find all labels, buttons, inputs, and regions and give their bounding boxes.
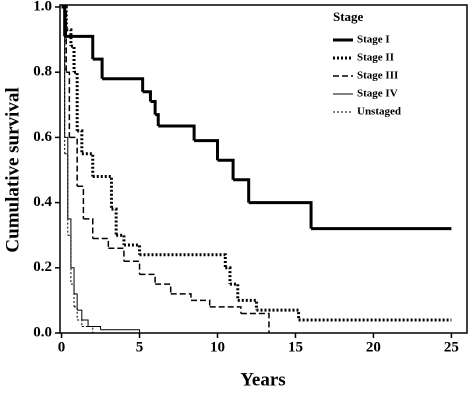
survival-step [225, 266, 232, 285]
survival-step [83, 218, 94, 239]
x-tick-label: 25 [444, 339, 459, 355]
survival-step [209, 306, 242, 314]
legend-label: Unstaged [357, 106, 401, 118]
survival-step [248, 201, 313, 229]
survival-step [108, 247, 125, 262]
survival-step [102, 77, 145, 92]
y-tick-label: 0.0 [33, 324, 52, 340]
survival-step [150, 100, 157, 115]
survival-step [158, 124, 196, 141]
survival-step [66, 28, 73, 47]
survival-step [77, 185, 85, 219]
survival-step [139, 253, 227, 268]
survival-step [233, 178, 251, 203]
x-tick-label: 10 [210, 339, 225, 355]
survival-step [116, 233, 126, 245]
legend-label: Stage I [357, 34, 390, 46]
y-tick-label: 0.6 [33, 129, 52, 145]
survival-step [237, 298, 258, 311]
survival-step [229, 282, 240, 301]
x-tick-label: 0 [58, 339, 66, 355]
survival-step [190, 299, 211, 307]
survival-step [81, 319, 89, 327]
x-axis-label: Years [240, 369, 285, 390]
x-tick-label: 15 [288, 339, 303, 355]
survival-step [66, 71, 71, 138]
y-tick-label: 0.2 [33, 259, 52, 275]
x-tick-label: 5 [136, 339, 144, 355]
survival-step [217, 158, 235, 180]
legend-title: Stage [333, 9, 364, 24]
survival-step [155, 283, 172, 294]
survival-step [111, 207, 118, 236]
survival-step [77, 309, 83, 320]
survival-step [70, 283, 75, 307]
survival-step [100, 329, 141, 333]
survival-step [142, 90, 152, 102]
survival-step [155, 113, 160, 126]
survival-step [74, 306, 78, 320]
survival-step [70, 44, 76, 73]
y-axis-label: Cumulative survival [2, 87, 23, 252]
plot-frame [59, 4, 468, 334]
survival-step [74, 293, 78, 311]
survival-step [81, 152, 95, 177]
survival-step [170, 293, 192, 301]
survival-step [256, 308, 301, 320]
survival-step [88, 325, 102, 330]
survival-step [92, 237, 110, 249]
survival-step [92, 175, 113, 210]
survival-step [123, 260, 141, 275]
legend-label: Stage III [357, 70, 398, 82]
survival-step [139, 273, 156, 285]
legend-label: Stage II [357, 52, 394, 64]
survival-step [77, 129, 84, 154]
y-tick-label: 0.4 [33, 194, 52, 210]
survival-step [74, 70, 79, 131]
survival-step [81, 325, 94, 333]
legend-label: Stage IV [357, 88, 398, 100]
survival-step [64, 153, 69, 236]
survival-step [240, 312, 270, 333]
survival-step [64, 34, 95, 60]
survival-step [77, 319, 83, 327]
survival-step [61, 6, 66, 154]
survival-step [92, 57, 104, 79]
survival-step [69, 136, 78, 187]
survival-step [67, 234, 72, 285]
survival-step [123, 243, 142, 255]
survival-step [194, 139, 219, 161]
x-tick-label: 20 [366, 339, 381, 355]
y-tick-label: 0.8 [33, 64, 52, 80]
y-tick-label: 1.0 [33, 0, 52, 14]
survival-step [67, 218, 72, 268]
